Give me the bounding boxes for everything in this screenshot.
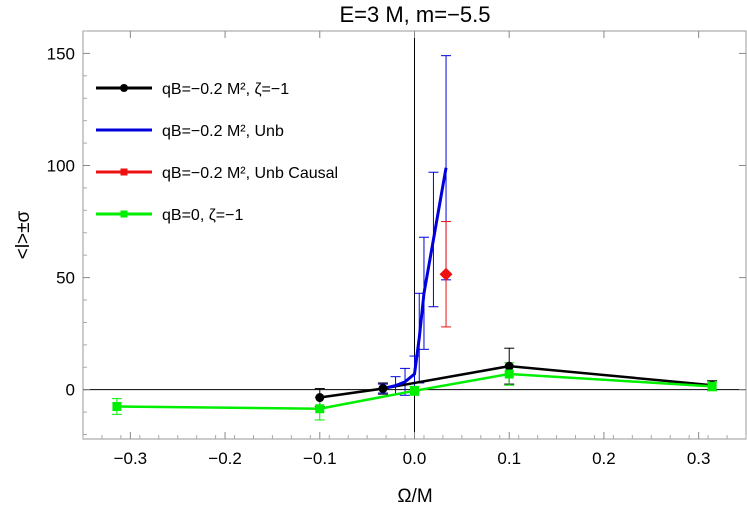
data-point [112,401,122,411]
data-point [120,210,128,218]
y-tick-label: 100 [47,157,75,176]
y-tick-label: 150 [47,44,75,63]
x-tick-label: −0.3 [114,449,148,468]
legend-entry-label: qB=−0.2 M², ζ=−1 [162,81,289,98]
data-point [315,404,325,414]
y-tick-label: 0 [66,381,75,400]
data-point [410,386,419,396]
data-point [504,361,514,371]
legend: qB=−0.2 M², ζ=−1 qB=−0.2 M², Unb qB=−0.2 M… [96,81,338,224]
x-tick-label: 0.1 [497,449,521,468]
data-point [707,381,717,391]
x-tick-label: −0.1 [303,449,337,468]
data-point [120,168,128,176]
chart-title: E=3 M, m=−5.5 [339,2,490,27]
series-line [382,167,448,391]
data-point [504,369,514,379]
legend-entry-label: qB=−0.2 M², Unb Causal [162,165,338,182]
x-tick-label: 0.3 [687,449,711,468]
legend-entry-label: qB=−0.2 M², Unb [162,123,284,140]
y-tick-label: 50 [56,269,75,288]
legend-entry-label: qB=0, ζ=−1 [162,207,243,224]
y-axis-label: <l>±σ [13,210,34,259]
x-tick-label: 0.2 [592,449,616,468]
x-tick-label: 0.0 [403,449,427,468]
x-tick-label: −0.2 [208,449,242,468]
data-point [378,384,388,394]
data-point [120,84,128,92]
data-point [439,267,453,281]
data-point [315,393,325,403]
series-line [319,364,713,399]
x-axis-label: Ω/M [397,486,432,507]
